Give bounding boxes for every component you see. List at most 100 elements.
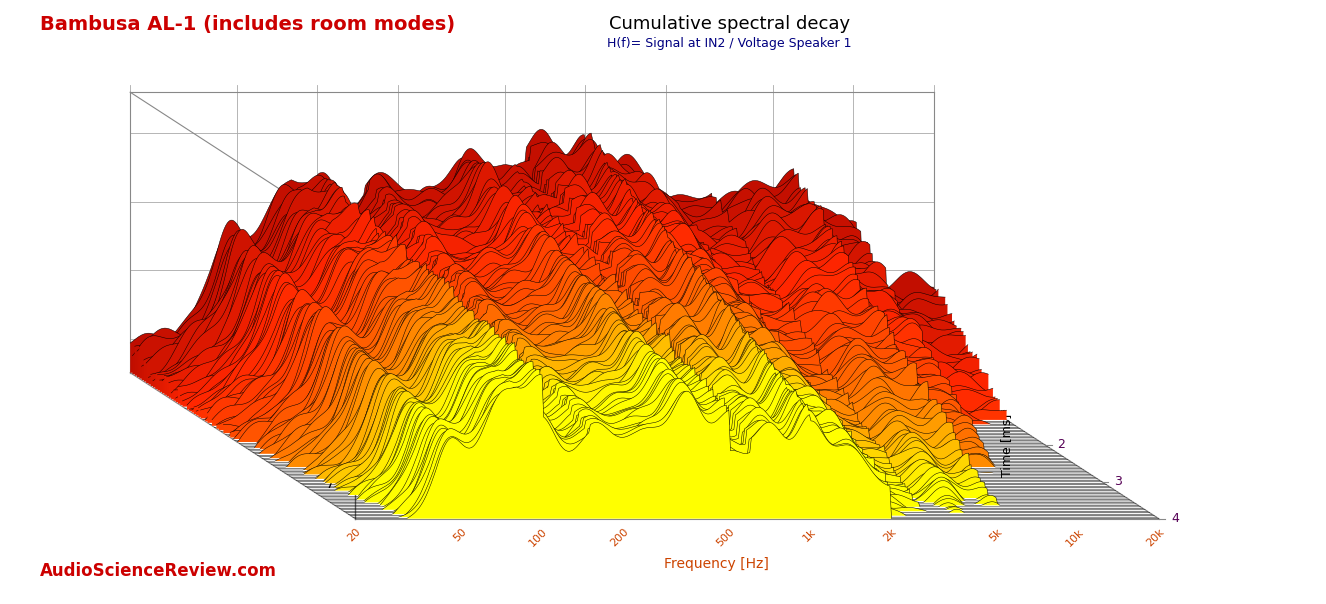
Polygon shape — [152, 162, 956, 388]
Polygon shape — [194, 210, 997, 414]
Polygon shape — [210, 226, 1013, 425]
Polygon shape — [221, 249, 1025, 432]
Text: 3: 3 — [1114, 475, 1122, 488]
Polygon shape — [349, 368, 1152, 514]
Polygon shape — [302, 324, 1107, 485]
Polygon shape — [203, 228, 1006, 420]
Text: Frequency [Hz]: Frequency [Hz] — [664, 557, 769, 571]
Polygon shape — [223, 250, 1028, 433]
Polygon shape — [339, 364, 1143, 509]
Polygon shape — [273, 308, 1077, 466]
Text: Cumulative spectral decay: Cumulative spectral decay — [609, 15, 850, 33]
Polygon shape — [353, 369, 1156, 517]
Polygon shape — [199, 213, 1002, 417]
Polygon shape — [137, 133, 940, 377]
Polygon shape — [251, 275, 1054, 451]
Polygon shape — [248, 274, 1052, 449]
Polygon shape — [301, 321, 1105, 483]
Polygon shape — [207, 223, 1012, 423]
Polygon shape — [244, 276, 1048, 446]
Text: Time [ms]: Time [ms] — [1000, 414, 1013, 477]
Polygon shape — [151, 162, 955, 386]
Polygon shape — [159, 170, 964, 392]
Polygon shape — [155, 162, 959, 389]
Polygon shape — [286, 310, 1091, 474]
Polygon shape — [130, 129, 934, 373]
Polygon shape — [312, 334, 1115, 490]
Polygon shape — [289, 322, 1093, 476]
Polygon shape — [253, 283, 1057, 452]
Polygon shape — [178, 193, 981, 403]
Text: 20k: 20k — [1144, 527, 1166, 548]
Polygon shape — [231, 260, 1034, 437]
Polygon shape — [282, 312, 1086, 472]
Polygon shape — [350, 374, 1155, 516]
Polygon shape — [175, 189, 980, 402]
Polygon shape — [196, 210, 1000, 416]
Polygon shape — [276, 301, 1079, 467]
Polygon shape — [296, 321, 1099, 480]
Polygon shape — [342, 362, 1146, 510]
Polygon shape — [294, 321, 1098, 479]
Polygon shape — [241, 269, 1045, 445]
Polygon shape — [174, 194, 977, 400]
Polygon shape — [219, 237, 1022, 430]
Polygon shape — [328, 342, 1131, 501]
Polygon shape — [298, 321, 1102, 482]
Text: 5k: 5k — [988, 527, 1005, 544]
Polygon shape — [337, 361, 1140, 507]
Text: 80: 80 — [325, 409, 343, 423]
Polygon shape — [158, 175, 961, 390]
Polygon shape — [267, 286, 1070, 461]
Polygon shape — [200, 219, 1004, 419]
Polygon shape — [239, 263, 1044, 443]
Text: Bambusa AL-1 (includes room modes): Bambusa AL-1 (includes room modes) — [40, 15, 455, 34]
Polygon shape — [321, 343, 1124, 496]
Polygon shape — [318, 337, 1123, 495]
Polygon shape — [269, 297, 1073, 463]
Polygon shape — [308, 327, 1111, 487]
Polygon shape — [326, 342, 1130, 500]
Polygon shape — [317, 345, 1120, 493]
Text: 500: 500 — [715, 527, 737, 549]
Text: 4: 4 — [1171, 512, 1179, 525]
Polygon shape — [264, 296, 1067, 460]
Polygon shape — [206, 219, 1009, 422]
Polygon shape — [183, 196, 987, 406]
Text: 50: 50 — [452, 527, 469, 544]
Polygon shape — [149, 150, 952, 385]
Polygon shape — [146, 144, 949, 383]
Polygon shape — [216, 240, 1020, 429]
Polygon shape — [334, 359, 1139, 506]
Polygon shape — [167, 174, 971, 396]
Polygon shape — [247, 266, 1050, 448]
Text: AudioScienceReview.com: AudioScienceReview.com — [40, 562, 277, 580]
Text: 1k: 1k — [801, 527, 817, 544]
Polygon shape — [330, 350, 1134, 503]
Text: 20: 20 — [345, 527, 362, 544]
Polygon shape — [133, 139, 936, 374]
Polygon shape — [168, 185, 972, 398]
Polygon shape — [257, 277, 1061, 455]
Polygon shape — [263, 281, 1066, 458]
Polygon shape — [310, 336, 1114, 489]
Text: 2: 2 — [1057, 439, 1065, 451]
Text: H(f)= Signal at IN2 / Voltage Speaker 1: H(f)= Signal at IN2 / Voltage Speaker 1 — [607, 37, 851, 51]
Polygon shape — [346, 362, 1150, 513]
Polygon shape — [184, 202, 988, 408]
Polygon shape — [235, 257, 1038, 440]
Polygon shape — [355, 374, 1159, 519]
Text: dB - [V / V]: dB - [V / V] — [268, 341, 282, 416]
Text: 10k: 10k — [1063, 527, 1085, 548]
Polygon shape — [164, 175, 968, 395]
Polygon shape — [139, 140, 943, 379]
Polygon shape — [162, 175, 965, 393]
Text: 85: 85 — [325, 341, 343, 355]
Polygon shape — [180, 202, 984, 405]
Polygon shape — [278, 306, 1082, 469]
Text: 75: 75 — [326, 477, 343, 492]
Polygon shape — [187, 204, 991, 410]
Polygon shape — [305, 331, 1109, 486]
Polygon shape — [324, 345, 1127, 498]
Polygon shape — [232, 253, 1036, 439]
